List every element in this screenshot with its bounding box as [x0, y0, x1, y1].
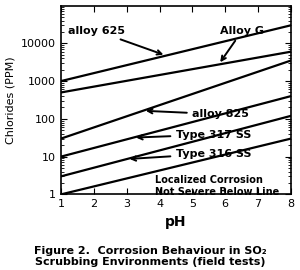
Y-axis label: Chlorides (PPM): Chlorides (PPM) — [6, 56, 16, 144]
X-axis label: pH: pH — [165, 215, 187, 229]
Text: alloy 825: alloy 825 — [148, 109, 249, 119]
Text: Figure 2.  Corrosion Behaviour in SO₂
Scrubbing Environments (field tests): Figure 2. Corrosion Behaviour in SO₂ Scr… — [34, 246, 266, 267]
Text: Type 316 SS: Type 316 SS — [132, 148, 251, 161]
Text: Type 317 SS: Type 317 SS — [138, 130, 251, 140]
Text: Localized Corrosion
Not Severe Below Line: Localized Corrosion Not Severe Below Lin… — [154, 175, 279, 197]
Text: Alloy G: Alloy G — [220, 26, 264, 60]
Text: alloy 625: alloy 625 — [68, 26, 161, 55]
